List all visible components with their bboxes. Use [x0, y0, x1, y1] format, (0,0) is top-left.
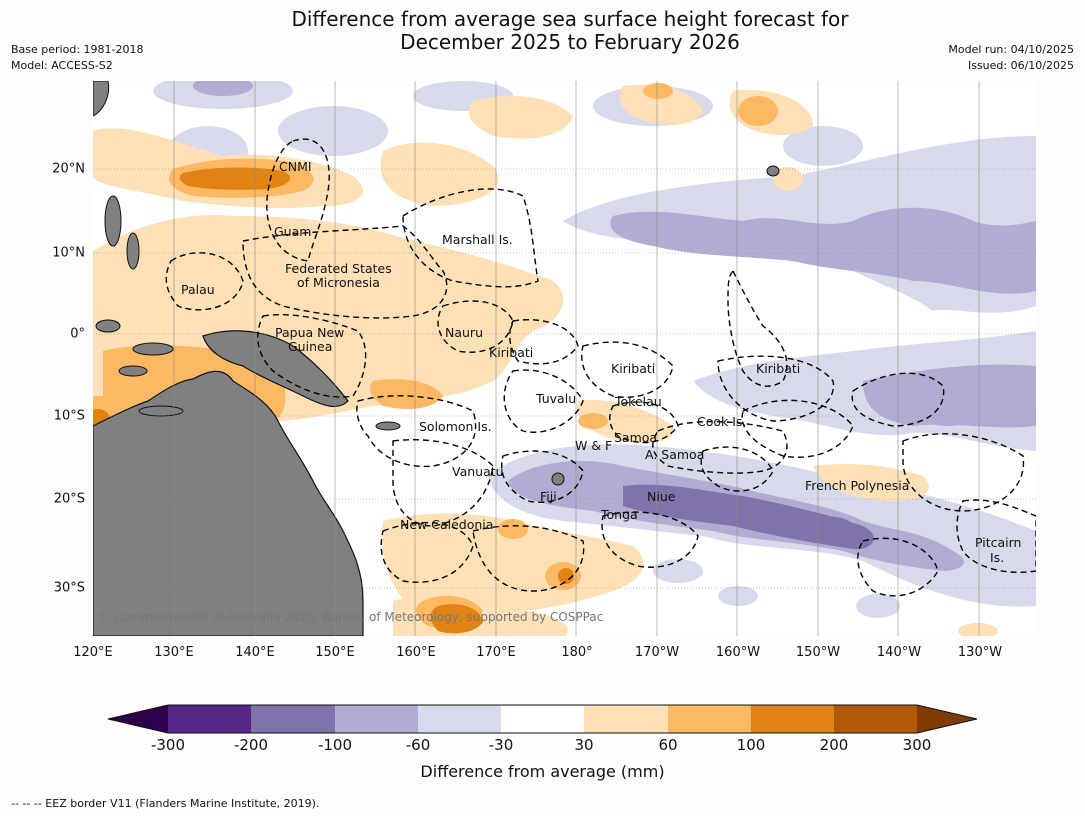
y-tick-30s: 30°S [53, 580, 85, 596]
colorbar-outline [107, 704, 978, 734]
y-tick-20n: 20°N [52, 161, 85, 177]
colorbar-title: Difference from average (mm) [420, 762, 665, 781]
label-vanuatu: Vanuatu [452, 464, 504, 479]
colorbar-extend-low [108, 705, 168, 733]
label-tonga: Tonga [600, 507, 638, 522]
label-png-line2: Guinea [288, 339, 332, 354]
forecast-map: CNMI Guam Marshall Is. Federated States … [93, 81, 1036, 636]
colorbar-segment [251, 705, 335, 733]
label-kiribati-central: Kiribati [611, 361, 655, 376]
x-tick-120e: 120°E [73, 645, 113, 660]
colorbar-segment [335, 705, 418, 733]
graticule [93, 81, 1036, 636]
label-png-line1: Papua New [275, 325, 344, 340]
label-palau: Palau [181, 282, 215, 297]
label-tuvalu: Tuvalu [535, 391, 576, 406]
label-marshall: Marshall Is. [442, 232, 513, 247]
colorbar-segment [751, 705, 834, 733]
model-name: Model: ACCESS-S2 [11, 59, 113, 72]
anomaly-dark-purple [623, 484, 874, 550]
x-tick-160w: 160°W [715, 645, 761, 660]
y-tick-20s: 20°S [53, 491, 85, 507]
new-guinea-land [202, 330, 349, 408]
x-tick-140e: 140°E [235, 645, 275, 660]
x-tick-180: 180° [561, 645, 593, 660]
issued-date: Issued: 06/10/2025 [967, 59, 1074, 72]
label-tokelau: Tokelau [614, 394, 662, 409]
label-french-polynesia: French Polynesia [805, 478, 909, 493]
model-run: Model run: 04/10/2025 [948, 43, 1074, 56]
colorbar-label: -100 [317, 736, 353, 754]
label-niue: Niue [647, 489, 676, 504]
colorbar-segment [834, 705, 917, 733]
island-group [93, 81, 780, 486]
y-tick-10s: 10°S [53, 408, 85, 424]
colorbar [107, 704, 978, 734]
meta-right: Model run: 04/10/2025 Issued: 06/10/2025 [948, 42, 1074, 74]
colorbar-label: 100 [736, 736, 766, 754]
label-fiji: Fiji [540, 489, 557, 504]
colorbar-label: 200 [819, 736, 849, 754]
colorbar-segment [584, 705, 668, 733]
colorbar-label: -300 [150, 736, 186, 754]
base-period: Base period: 1981-2018 [11, 43, 144, 56]
label-guam: Guam [274, 224, 311, 239]
x-tick-170w: 170°W [634, 645, 680, 660]
anomaly-dark-orange [93, 167, 574, 634]
colorbar-segment [501, 705, 584, 733]
label-fsm-line2: of Micronesia [297, 275, 380, 290]
label-samoa: Samoa [614, 430, 657, 445]
title-line-2: December 2025 to February 2026 [400, 30, 740, 54]
title-line-1: Difference from average sea surface heig… [291, 7, 849, 31]
colorbar-label: 30 [574, 736, 594, 754]
label-cnmi: CNMI [279, 159, 312, 174]
colorbar-segment [418, 705, 501, 733]
x-tick-160e: 160°E [396, 645, 436, 660]
x-tick-150w: 150°W [795, 645, 841, 660]
colorbar-label: 60 [658, 736, 678, 754]
y-tick-0: 0° [70, 326, 85, 342]
colorbar-segment [168, 705, 251, 733]
colorbar-segment [668, 705, 751, 733]
colorbar-label: -60 [405, 736, 431, 754]
label-kiribati-east: Kiribati [756, 361, 800, 376]
copyright-credit: © Commonwealth of Australia 2025, Bureau… [98, 610, 603, 624]
colorbar-extend-high [917, 705, 977, 733]
label-kiribati-west: Kiribati [489, 345, 533, 360]
australia-land [93, 370, 364, 636]
eez-borders [165, 138, 1036, 597]
label-cook: Cook Is. [697, 414, 746, 429]
y-tick-10n: 10°N [52, 245, 85, 261]
label-nauru: Nauru [445, 325, 483, 340]
label-fsm-line1: Federated States [285, 261, 392, 276]
label-pitcairn-line2: Is. [990, 550, 1004, 565]
colorbar-label: -200 [233, 736, 269, 754]
label-wallis-futuna: W & F [575, 438, 612, 453]
label-new-caledonia: New Caledonia [400, 517, 493, 532]
x-tick-140w: 140°W [876, 645, 922, 660]
x-tick-170e: 170°E [476, 645, 516, 660]
label-american-samoa: A. Samoa [645, 447, 704, 462]
meta-left: Base period: 1981-2018 Model: ACCESS-S2 [11, 42, 143, 74]
eez-legend-footnote: -- -- -- EEZ border V11 (Flanders Marine… [11, 797, 320, 810]
label-pitcairn-line1: Pitcairn [975, 535, 1021, 550]
label-solomon: Solomon Is. [419, 419, 492, 434]
x-tick-130e: 130°E [154, 645, 194, 660]
x-tick-130w: 130°W [957, 645, 1003, 660]
colorbar-label: -30 [488, 736, 514, 754]
chart-title: Difference from average sea surface heig… [0, 8, 1085, 54]
x-tick-150e: 150°E [315, 645, 355, 660]
colorbar-label: 300 [902, 736, 932, 754]
map-svg: CNMI Guam Marshall Is. Federated States … [93, 81, 1036, 636]
